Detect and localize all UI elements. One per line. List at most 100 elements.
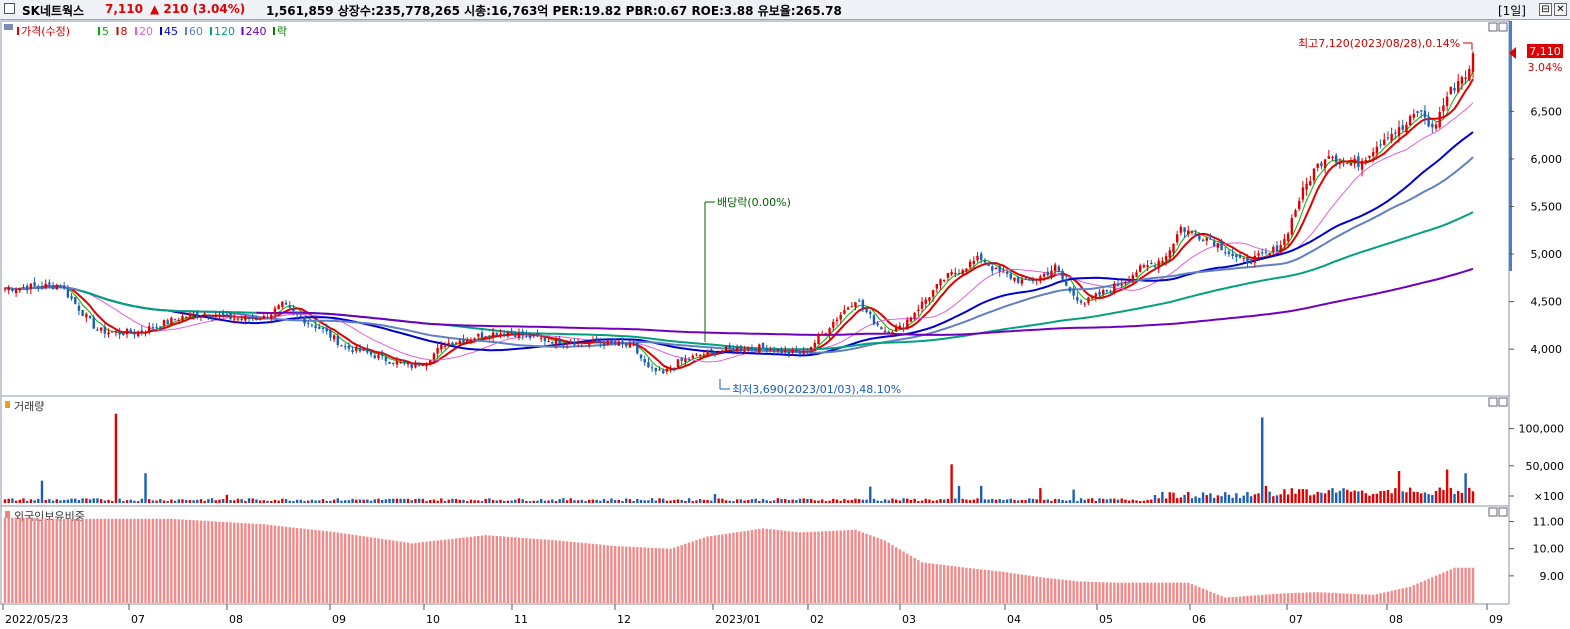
- candle-body: [813, 342, 817, 348]
- foreign-ratio-bar: [820, 531, 824, 603]
- volume-bar: [196, 499, 199, 503]
- volume-bar: [1261, 417, 1264, 503]
- volume-bar: [772, 500, 776, 503]
- candle-body: [1087, 297, 1090, 304]
- foreign-ratio-bar: [1087, 581, 1090, 603]
- foreign-ratio-bar: [1142, 582, 1146, 603]
- foreign-ratio-bar: [536, 538, 539, 603]
- high-annotation: 최고7,120(2023/08/28),0.14%: [1298, 37, 1473, 50]
- candle-body: [917, 309, 920, 312]
- volume-bar: [824, 501, 828, 503]
- foreign-ratio-bar: [1116, 582, 1120, 603]
- foreign-panel-min-icon[interactable]: [1488, 507, 1498, 517]
- candle-body: [314, 325, 317, 329]
- volume-bar: [724, 500, 728, 503]
- candle-body: [717, 351, 720, 353]
- foreign-ratio-bar: [514, 537, 517, 603]
- foreign-ratio-bar: [747, 530, 750, 603]
- volume-bar: [795, 500, 798, 503]
- volume-bar: [1408, 487, 1412, 503]
- scroll-indicator[interactable]: [1509, 21, 1512, 271]
- foreign-ratio-bar: [735, 532, 739, 603]
- foreign-ratio-bar: [991, 570, 994, 603]
- candle-body: [310, 324, 314, 326]
- foreign-ratio-bar: [236, 522, 240, 603]
- volume-bar: [1098, 498, 1101, 503]
- volume-bar: [233, 500, 236, 503]
- candle-body: [432, 353, 436, 360]
- foreign-ratio-bar: [698, 538, 702, 603]
- candle-body: [636, 342, 639, 354]
- candle-body: [1383, 139, 1386, 145]
- foreign-ratio-bar: [122, 518, 125, 603]
- foreign-ratio-bar: [573, 542, 576, 603]
- period-selector[interactable]: [1일]: [1497, 4, 1526, 18]
- volume-panel-min-icon[interactable]: [1488, 397, 1498, 407]
- volume-bar: [1179, 497, 1183, 503]
- volume-bar: [861, 499, 865, 503]
- candle-body: [436, 348, 439, 354]
- candle-body: [74, 297, 77, 304]
- foreign-panel-close-icon[interactable]: [1498, 507, 1508, 517]
- volume-bar: [551, 499, 554, 503]
- volume-bar: [1220, 496, 1223, 503]
- foreign-ratio-bar: [1327, 592, 1330, 603]
- candle-body: [883, 330, 887, 332]
- close-button[interactable]: ✕: [1554, 3, 1567, 16]
- volume-bar: [913, 498, 916, 503]
- volume-bar: [1124, 499, 1127, 503]
- price-tick-label: 4,500: [1531, 296, 1563, 309]
- candle-body: [639, 354, 643, 359]
- foreign-ratio-bar: [543, 539, 547, 603]
- volume-panel-close-icon[interactable]: [1498, 397, 1508, 407]
- volume-bar: [1183, 494, 1186, 503]
- foreign-ratio-bar: [406, 542, 410, 603]
- foreign-ratio-bar: [1090, 581, 1094, 603]
- volume-bar: [44, 499, 47, 503]
- panel-controls[interactable]: [1488, 22, 1508, 517]
- price-panel-min-icon[interactable]: [1488, 22, 1498, 32]
- candle-body: [939, 279, 942, 286]
- candle-body: [192, 313, 195, 316]
- volume-bar: [702, 499, 706, 503]
- volume-bar: [177, 499, 180, 503]
- foreign-ratio-bar: [1434, 575, 1438, 603]
- foreign-ratio-bar: [85, 518, 88, 603]
- volume-bar: [1416, 491, 1419, 503]
- candle-body: [617, 341, 621, 346]
- volume-bar: [1168, 492, 1171, 503]
- foreign-ratio-bar: [1135, 582, 1138, 603]
- candle-body: [1434, 124, 1438, 129]
- candle-body: [1098, 291, 1101, 296]
- candle-body: [584, 342, 587, 344]
- candle-body: [1412, 113, 1416, 118]
- candle-body: [81, 310, 84, 317]
- foreign-ratio-bar: [684, 543, 687, 603]
- foreign-ratio-bar: [1005, 572, 1009, 603]
- volume-bar: [1068, 500, 1072, 503]
- foreign-ratio-bar: [3, 517, 7, 603]
- volume-bar: [3, 499, 7, 503]
- select-checkbox[interactable]: [4, 3, 15, 14]
- candle-body: [676, 359, 680, 368]
- foreign-ratio-bar: [88, 518, 92, 603]
- foreign-ratio-bar: [1460, 567, 1464, 603]
- price-panel-close-icon[interactable]: [1498, 22, 1508, 32]
- foreign-ratio-bar: [118, 518, 121, 603]
- volume-bar: [377, 498, 380, 503]
- foreign-ratio-bar: [613, 546, 617, 603]
- foreign-ratio-bar: [1323, 592, 1327, 603]
- volume-bar: [184, 499, 188, 503]
- candle-body: [166, 320, 169, 324]
- volume-bar: [1002, 500, 1005, 503]
- foreign-ratio-bar: [1050, 578, 1053, 603]
- restore-button[interactable]: ⊟: [1539, 3, 1552, 16]
- volume-bar: [1113, 498, 1116, 503]
- volume-bar: [417, 498, 421, 503]
- volume-bar: [1283, 489, 1286, 503]
- legend-swatch: [160, 27, 162, 35]
- foreign-ratio-bar: [1224, 597, 1227, 603]
- volume-bar: [754, 498, 757, 503]
- foreign-ratio-bar: [281, 526, 284, 603]
- foreign-ratio-bar: [310, 529, 314, 603]
